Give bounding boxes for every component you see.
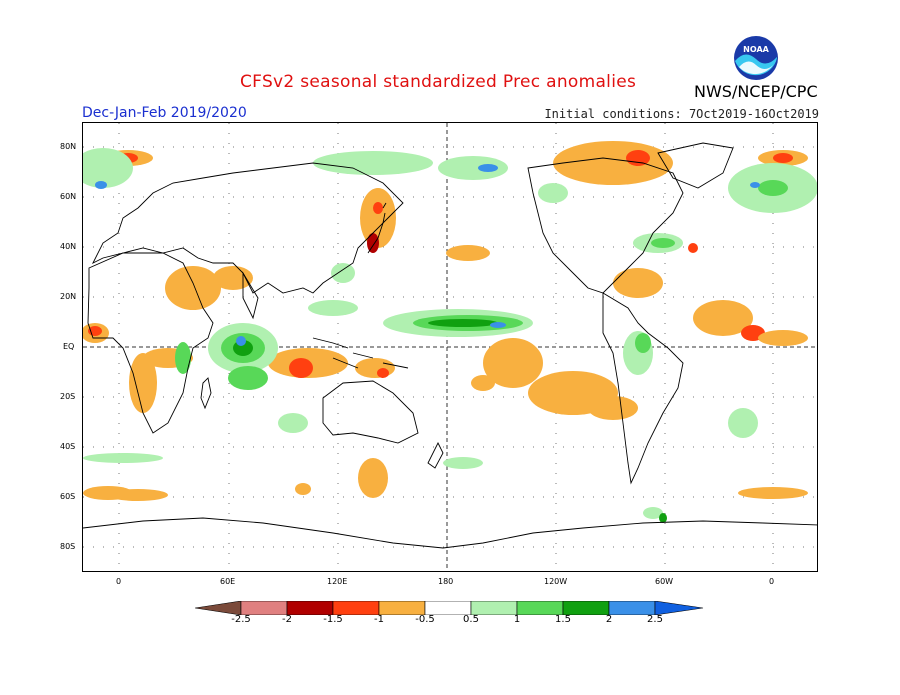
lat-label: 80N bbox=[60, 142, 77, 151]
initial-conditions-label: Initial conditions: 7Oct2019-16Oct2019 bbox=[544, 107, 819, 121]
map-canvas bbox=[83, 123, 817, 571]
lon-label: 0 bbox=[116, 577, 122, 586]
colorbar-swatch bbox=[194, 600, 242, 616]
colorbar-swatch bbox=[654, 600, 704, 616]
noaa-logo: NOAA bbox=[734, 36, 778, 80]
lat-label: 60N bbox=[60, 192, 77, 201]
colorbar-swatch bbox=[378, 600, 426, 616]
colorbar-label: -2 bbox=[282, 614, 292, 625]
colorbar-label: -1.5 bbox=[323, 614, 343, 625]
lat-label: 60S bbox=[60, 492, 76, 501]
colorbar-label: 2.5 bbox=[647, 614, 663, 625]
colorbar-swatch bbox=[240, 600, 288, 616]
map-title: CFSv2 seasonal standardized Prec anomali… bbox=[240, 72, 637, 92]
lat-label: EQ bbox=[63, 342, 75, 351]
lon-label: 60E bbox=[220, 577, 236, 586]
colorbar-swatch bbox=[470, 600, 518, 616]
lat-label: 20N bbox=[60, 292, 77, 301]
colorbar-swatch bbox=[516, 600, 564, 616]
colorbar-label: -1 bbox=[374, 614, 384, 625]
agency-label: NWS/NCEP/CPC bbox=[694, 82, 818, 101]
lat-label: 80S bbox=[60, 542, 76, 551]
wet-anomalies bbox=[83, 148, 817, 523]
colorbar-label: -2.5 bbox=[231, 614, 251, 625]
colorbar-label: -0.5 bbox=[415, 614, 435, 625]
colorbar-label: 2 bbox=[605, 614, 613, 625]
map-panel bbox=[82, 122, 818, 572]
lon-label: 0 bbox=[769, 577, 775, 586]
lat-label: 40N bbox=[60, 242, 77, 251]
colorbar-swatch bbox=[332, 600, 380, 616]
lat-label: 20S bbox=[60, 392, 76, 401]
season-label: Dec-Jan-Feb 2019/2020 bbox=[82, 105, 247, 121]
lon-label: 60W bbox=[655, 577, 674, 586]
lon-label: 180 bbox=[438, 577, 454, 586]
logo-text: NOAA bbox=[743, 45, 769, 54]
lon-label: 120W bbox=[544, 577, 568, 586]
colorbar-swatch bbox=[608, 600, 656, 616]
colorbar-label: 0.5 bbox=[463, 614, 479, 625]
lat-label: 40S bbox=[60, 442, 76, 451]
colorbar-swatch bbox=[562, 600, 610, 616]
colorbar: -2.5 -2 -1.5 -1 -0.5 0.5 1 1.5 2 2.5 bbox=[194, 600, 705, 625]
colorbar-label: 1 bbox=[513, 614, 521, 625]
colorbar-swatch bbox=[424, 600, 472, 616]
colorbar-swatch bbox=[286, 600, 334, 616]
lon-label: 120E bbox=[327, 577, 348, 586]
colorbar-swatches bbox=[194, 600, 704, 616]
coastlines bbox=[83, 142, 817, 549]
colorbar-label: 1.5 bbox=[555, 614, 571, 625]
